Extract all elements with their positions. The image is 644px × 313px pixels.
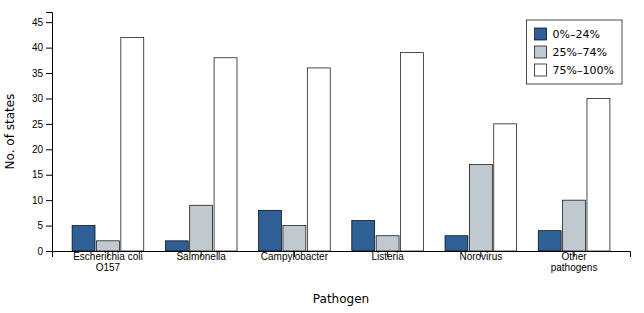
- x-tick-label: Salmonella: [176, 251, 226, 262]
- bar: [96, 241, 119, 251]
- y-tick-mark: [46, 124, 52, 125]
- bar-series: [121, 37, 610, 251]
- bar: [401, 53, 424, 251]
- chart-container: Escherichia coliO157 Salmonella Campylobac…: [0, 0, 644, 313]
- y-tick-mark: [46, 73, 52, 74]
- y-axis-line: [46, 13, 53, 252]
- legend-swatch: [535, 46, 547, 58]
- x-tick-label: Listeria: [371, 251, 404, 262]
- legend-label: 0%–24%: [553, 28, 600, 41]
- y-tick-label: 40: [32, 42, 44, 53]
- bar: [587, 98, 610, 251]
- legend-swatch: [535, 28, 547, 40]
- y-tick-label: 20: [32, 144, 44, 155]
- bar: [307, 68, 330, 251]
- x-tick-label-line: O157: [96, 262, 121, 273]
- y-tick: 10: [32, 195, 52, 206]
- bar: [445, 236, 468, 251]
- y-tick-label: 10: [32, 195, 44, 206]
- legend-item: 0%–24%: [535, 28, 600, 41]
- x-axis-title: Pathogen: [313, 292, 369, 306]
- x-tick: Campylobacter: [261, 251, 329, 262]
- bar: [538, 231, 561, 251]
- y-tick-mark: [46, 175, 52, 176]
- y-tick-label: 45: [32, 17, 44, 28]
- x-tick-label-line: pathogens: [551, 262, 598, 273]
- y-tick-label: 30: [32, 93, 44, 104]
- legend-label: 25%–74%: [553, 46, 607, 59]
- y-tick: 40: [32, 42, 52, 53]
- bar: [283, 226, 306, 251]
- x-tick-label-line: Escherichia coli: [73, 251, 142, 262]
- y-tick-label: 5: [37, 220, 43, 231]
- y-tick-label: 35: [32, 68, 44, 79]
- bar: [469, 165, 492, 251]
- x-tick: Listeria: [371, 251, 404, 262]
- x-tick-label: Campylobacter: [261, 251, 329, 262]
- legend-item: 25%–74%: [535, 46, 607, 59]
- bar: [165, 241, 188, 251]
- x-tick-label-line: Salmonella: [176, 251, 226, 262]
- y-tick: 0: [37, 246, 52, 257]
- y-tick-mark: [46, 251, 52, 252]
- x-tick: Otherpathogens: [551, 251, 598, 273]
- y-tick-label: 0: [37, 246, 43, 257]
- legend: 0%–24% 25%–74% 75%–100%: [527, 20, 622, 84]
- y-tick-label: 25: [32, 119, 44, 130]
- x-tick-label-line: Listeria: [371, 251, 404, 262]
- y-tick-mark: [46, 48, 52, 49]
- legend-label: 75%–100%: [553, 64, 614, 77]
- bar: [190, 205, 213, 251]
- bar: [376, 236, 399, 251]
- y-tick: 45: [32, 17, 52, 28]
- y-tick: 20: [32, 144, 52, 155]
- bar: [259, 210, 282, 251]
- x-axis: Escherichia coliO157 Salmonella Campylobac…: [53, 251, 631, 273]
- bar: [352, 220, 375, 251]
- y-tick-mark: [46, 200, 52, 201]
- bar: [121, 37, 144, 251]
- x-tick: Norovirus: [459, 251, 502, 262]
- x-tick-label: Norovirus: [459, 251, 502, 262]
- y-tick: 35: [32, 68, 52, 79]
- y-axis: 0 5 10 15 20 25 30 35 40 45: [32, 13, 53, 257]
- x-tick-label-line: Norovirus: [459, 251, 502, 262]
- bar: [563, 200, 586, 251]
- x-tick: Escherichia coliO157: [73, 251, 142, 273]
- legend-frame: [527, 20, 622, 84]
- y-tick: 30: [32, 93, 52, 104]
- y-axis-title: No. of states: [3, 94, 17, 170]
- bar: [214, 58, 237, 251]
- x-tick-label-line: Campylobacter: [261, 251, 329, 262]
- x-tick-label-line: Other: [562, 251, 588, 262]
- bar: [72, 226, 95, 251]
- y-tick-mark: [46, 226, 52, 227]
- y-tick-mark: [46, 149, 52, 150]
- x-tick-label: Otherpathogens: [551, 251, 598, 273]
- y-tick: 25: [32, 119, 52, 130]
- y-tick-label: 15: [32, 169, 44, 180]
- legend-swatch: [535, 64, 547, 76]
- x-tick: Salmonella: [176, 251, 226, 262]
- y-tick-mark: [46, 22, 52, 23]
- y-tick-mark: [46, 98, 52, 99]
- plot-area: Escherichia coliO157 Salmonella Campylobac…: [3, 13, 631, 307]
- x-tick-label: Escherichia coliO157: [73, 251, 142, 273]
- legend-item: 75%–100%: [535, 64, 614, 77]
- y-tick: 5: [37, 220, 52, 231]
- chart-svg: Escherichia coliO157 Salmonella Campylobac…: [0, 0, 644, 313]
- bar: [494, 124, 517, 251]
- y-tick: 15: [32, 169, 52, 180]
